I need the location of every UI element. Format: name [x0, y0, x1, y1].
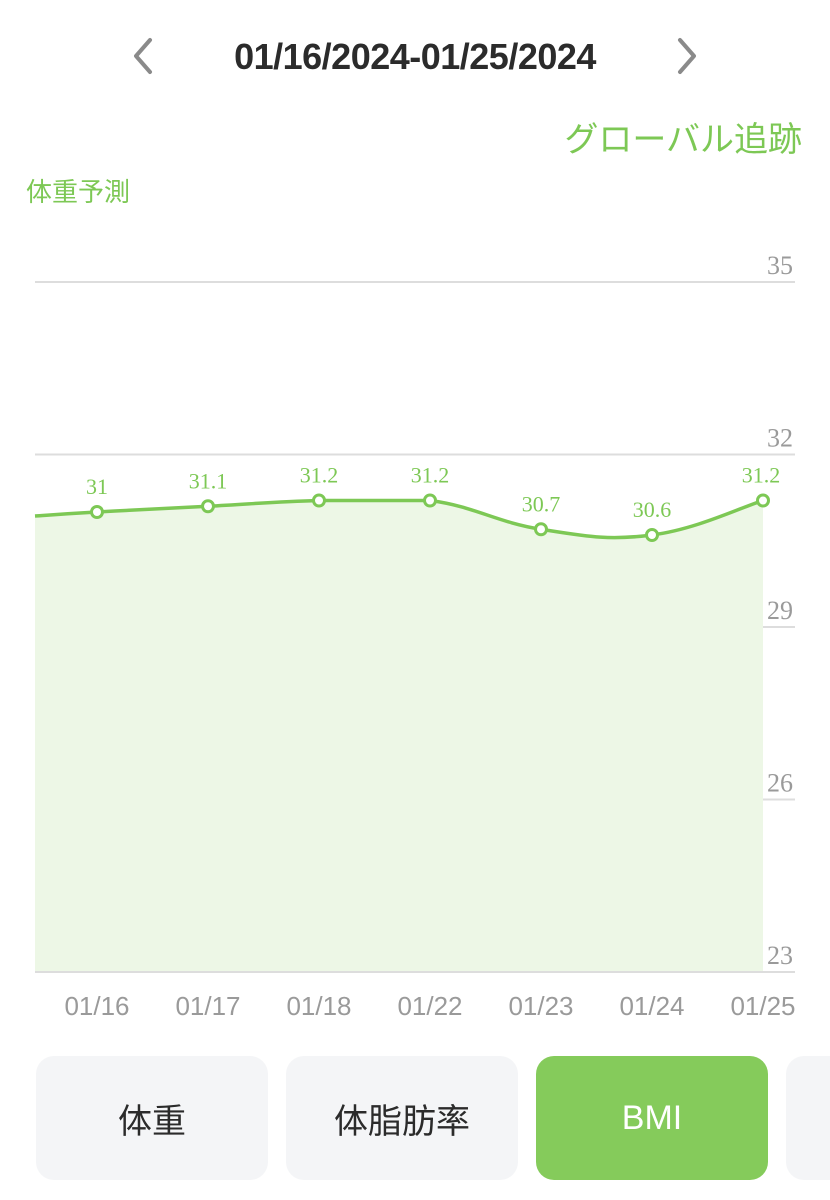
data-label: 31.2	[411, 463, 450, 488]
data-label: 31.1	[189, 468, 228, 493]
y-tick-label: 23	[767, 941, 793, 970]
global-tracking-link[interactable]: グローバル追跡	[564, 120, 802, 160]
data-point	[534, 522, 548, 537]
data-label: 30.6	[633, 497, 672, 522]
x-tick-label: 01/17	[175, 991, 240, 1021]
data-point	[423, 493, 437, 508]
tab-label: 体脂肪率	[334, 1101, 470, 1142]
x-tick-label: 01/25	[730, 991, 795, 1021]
tab-weight[interactable]: 体重	[36, 1056, 268, 1180]
area-fill	[35, 500, 763, 972]
tab-bmi[interactable]: BMI	[536, 1056, 768, 1180]
data-point	[312, 493, 326, 508]
data-label: 31.2	[300, 463, 339, 488]
x-tick-label: 01/24	[619, 991, 684, 1021]
series-line	[34, 498, 764, 540]
chevron-right-icon	[678, 38, 696, 74]
data-label: 30.7	[522, 491, 561, 516]
bmi-chart: 23 26 29 32 35 31 31.1 31.2 31.2 30.7 30.6 31.2 01/1…	[34, 251, 796, 1021]
date-range-label: 01/16/2024-01/25/2024	[234, 36, 596, 77]
y-tick-label: 32	[767, 424, 793, 453]
tab-label: BMI	[621, 1098, 683, 1137]
x-tick-label: 01/16	[64, 991, 129, 1021]
x-tick-label: 01/23	[508, 991, 573, 1021]
data-point	[90, 505, 104, 519]
data-point	[756, 493, 770, 508]
y-tick-label: 35	[767, 251, 793, 280]
x-tick-label: 01/18	[286, 991, 351, 1021]
tab-body-fat[interactable]: 体脂肪率	[286, 1056, 518, 1180]
tab-more[interactable]	[786, 1056, 830, 1180]
next-period-button[interactable]	[666, 34, 706, 78]
data-label: 31.2	[742, 463, 781, 488]
chevron-left-icon	[134, 38, 152, 74]
y-tick-label: 26	[767, 769, 793, 798]
data-point	[201, 499, 215, 514]
x-tick-label: 01/22	[397, 991, 462, 1021]
metric-tab-bar: 体重 体脂肪率 BMI	[0, 1056, 830, 1182]
y-tick-label: 29	[767, 596, 793, 625]
date-navigator: 01/16/2024-01/25/2024	[0, 0, 830, 115]
chart-label: 体重予測	[26, 178, 131, 208]
tab-label: 体重	[118, 1101, 186, 1142]
previous-period-button[interactable]	[124, 34, 164, 78]
data-point	[645, 528, 659, 542]
data-label: 31	[86, 474, 108, 499]
